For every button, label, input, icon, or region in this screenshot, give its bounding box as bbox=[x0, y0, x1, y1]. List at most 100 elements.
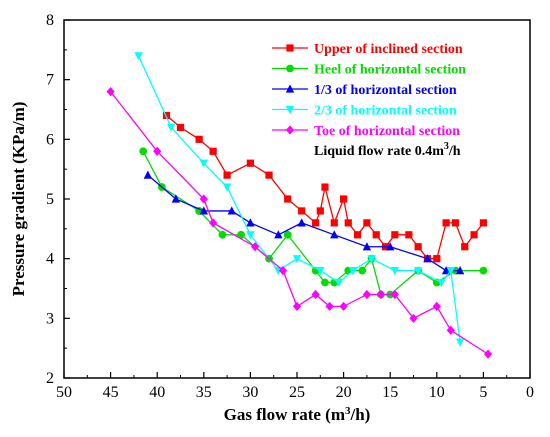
data-point bbox=[218, 230, 227, 239]
data-point bbox=[446, 267, 455, 276]
data-point bbox=[176, 123, 185, 131]
y-tick-label: 3 bbox=[46, 310, 54, 327]
data-point bbox=[222, 183, 232, 192]
data-point bbox=[209, 147, 217, 155]
legend-marker bbox=[285, 125, 295, 135]
data-point bbox=[372, 231, 380, 239]
legend-label: Upper of inclined section bbox=[314, 42, 463, 57]
series-layer bbox=[106, 52, 493, 359]
data-point bbox=[223, 171, 231, 179]
data-point bbox=[139, 147, 148, 156]
data-point bbox=[237, 230, 245, 239]
data-point bbox=[297, 218, 306, 227]
x-tick-label: 5 bbox=[479, 384, 487, 401]
legend-entry: 1/3 of horizontal section bbox=[272, 83, 457, 98]
data-point bbox=[362, 289, 371, 300]
data-point bbox=[362, 242, 372, 251]
data-point bbox=[227, 206, 236, 215]
data-point bbox=[363, 219, 371, 227]
y-tick-label: 4 bbox=[46, 251, 54, 268]
data-point bbox=[325, 301, 334, 311]
series-line bbox=[137, 55, 461, 343]
liquid-flow-annotation: Liquid flow rate 0.4m3/h bbox=[314, 141, 461, 159]
data-point bbox=[171, 194, 181, 203]
data-point bbox=[446, 325, 455, 335]
series-3 bbox=[143, 170, 465, 275]
y-tick-label: 2 bbox=[46, 370, 54, 387]
data-point bbox=[423, 254, 432, 263]
x-tick-label: 15 bbox=[382, 384, 398, 401]
x-tick-label: 20 bbox=[336, 384, 352, 401]
data-point bbox=[390, 267, 400, 276]
legend-label: 2/3 of horizontal section bbox=[314, 104, 457, 119]
data-point bbox=[344, 219, 352, 227]
data-point bbox=[250, 242, 260, 252]
y-tick-label: 6 bbox=[46, 131, 54, 148]
data-point bbox=[278, 266, 288, 276]
data-point bbox=[209, 218, 218, 228]
data-point bbox=[455, 266, 465, 275]
data-point bbox=[199, 206, 208, 215]
data-point bbox=[376, 289, 385, 300]
data-point bbox=[316, 207, 324, 215]
legend: Upper of inclined section Heel of horizon… bbox=[272, 42, 466, 139]
x-tick-label: 40 bbox=[149, 384, 165, 401]
data-point bbox=[195, 135, 203, 143]
data-point bbox=[367, 255, 376, 264]
data-point bbox=[246, 231, 255, 240]
x-tick-label: 50 bbox=[56, 384, 72, 401]
data-point bbox=[134, 52, 143, 61]
data-point bbox=[265, 171, 273, 179]
data-point bbox=[330, 230, 339, 239]
data-point bbox=[479, 219, 487, 227]
x-tick-label: 35 bbox=[196, 384, 212, 401]
legend-marker bbox=[286, 44, 294, 52]
x-axis-title: Gas flow rate (m3/h) bbox=[224, 405, 371, 424]
legend-entry: Toe of horizontal section bbox=[272, 124, 460, 139]
data-point bbox=[312, 219, 320, 227]
data-point bbox=[390, 289, 399, 300]
y-axis-title: Pressure gradient (KPa/m) bbox=[9, 102, 28, 297]
data-point bbox=[461, 243, 469, 251]
legend-label: 1/3 of horizontal section bbox=[314, 83, 457, 98]
series-5 bbox=[106, 87, 493, 359]
y-tick-label: 8 bbox=[46, 12, 54, 29]
data-point bbox=[166, 123, 176, 132]
data-point bbox=[311, 289, 320, 300]
legend-label: Heel of horizontal section bbox=[314, 63, 466, 78]
data-point bbox=[437, 278, 446, 288]
y-tick-label: 5 bbox=[46, 191, 54, 208]
data-point bbox=[340, 195, 348, 203]
data-point bbox=[162, 111, 171, 120]
series-4 bbox=[134, 52, 465, 347]
legend-marker bbox=[285, 105, 295, 115]
data-point bbox=[199, 194, 208, 204]
data-point bbox=[409, 313, 418, 323]
data-point bbox=[283, 230, 292, 239]
data-point bbox=[246, 159, 254, 167]
data-point bbox=[455, 338, 465, 347]
data-point bbox=[316, 267, 325, 276]
data-point bbox=[348, 267, 358, 276]
data-point bbox=[405, 231, 413, 239]
x-tick-label: 25 bbox=[289, 384, 305, 401]
data-point bbox=[292, 255, 302, 264]
data-point bbox=[442, 219, 450, 227]
data-point bbox=[391, 231, 399, 239]
data-point bbox=[106, 87, 115, 97]
data-point bbox=[339, 301, 348, 311]
data-point bbox=[153, 146, 162, 156]
data-point bbox=[274, 230, 283, 239]
data-point bbox=[321, 278, 329, 287]
data-point bbox=[433, 255, 441, 263]
data-point bbox=[413, 267, 423, 276]
x-tick-label: 10 bbox=[429, 384, 445, 401]
data-point bbox=[143, 170, 153, 179]
data-point bbox=[441, 266, 451, 275]
data-point bbox=[334, 278, 344, 288]
legend-label: Toe of horizontal section bbox=[314, 124, 460, 139]
x-tick-label: 45 bbox=[103, 384, 119, 401]
data-point bbox=[246, 218, 255, 227]
data-point bbox=[292, 301, 302, 311]
